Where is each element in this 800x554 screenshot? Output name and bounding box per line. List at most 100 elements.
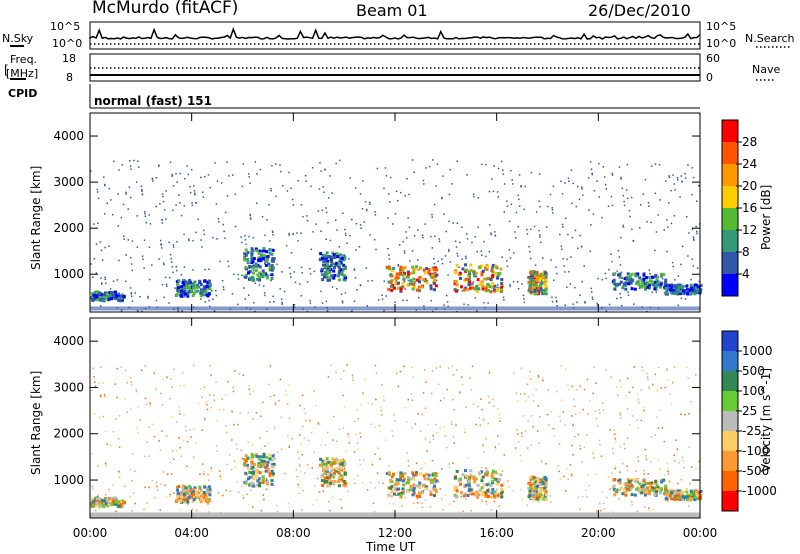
power-speckle — [474, 297, 477, 299]
power-echo-cell — [270, 273, 274, 277]
velocity-echo-cell — [106, 502, 110, 506]
velocity-speckle — [619, 471, 621, 474]
power-echo-cell — [495, 276, 499, 280]
power-speckle — [690, 278, 692, 281]
velocity-speckle — [162, 378, 164, 380]
velocity-speckle — [100, 366, 102, 369]
power-echo-cell — [642, 277, 646, 281]
power-echo-cell — [104, 296, 108, 300]
nsearch-bottom-tick: 10^0 — [706, 37, 737, 50]
velocity-speckle — [170, 378, 172, 380]
velocity-speckle — [436, 432, 438, 434]
velocity-echo-cell — [412, 476, 416, 480]
velocity-speckle — [624, 447, 626, 450]
velocity-speckle — [362, 392, 364, 394]
power-echo-cell — [500, 289, 504, 293]
power-speckle — [610, 253, 612, 255]
velocity-echo-cell — [539, 482, 543, 486]
power-echo-cell — [535, 270, 539, 274]
power-speckle — [99, 241, 102, 243]
velocity-echo-cell — [399, 471, 403, 475]
velocity-echo-cell — [97, 500, 101, 504]
velocity-speckle — [186, 441, 189, 443]
velocity-echo-cell — [499, 473, 503, 477]
power-speckle — [589, 250, 592, 252]
velocity-speckle — [517, 433, 519, 435]
velocity-speckle — [297, 483, 300, 486]
velocity-speckle — [310, 431, 313, 434]
power-speckle — [207, 174, 210, 176]
power-echo-cell — [113, 290, 117, 294]
velocity-speckle — [585, 495, 588, 498]
power-speckle — [342, 212, 344, 214]
power-speckle — [647, 202, 650, 204]
velocity-speckle — [431, 370, 434, 372]
power-echo-cell — [634, 274, 638, 278]
velocity-echo-cell — [98, 502, 102, 506]
velocity-echo-cell — [529, 476, 533, 480]
power-echo-cell — [500, 285, 504, 289]
time-tick-label: 08:00 — [276, 526, 311, 540]
velocity-speckle — [555, 390, 558, 393]
velocity-echo-cell — [694, 489, 698, 493]
velocity-speckle — [540, 460, 543, 462]
power-echo-cell — [621, 286, 625, 290]
power-speckle — [389, 201, 391, 203]
velocity-speckle — [612, 511, 614, 514]
velocity-echo-cell — [344, 481, 348, 485]
power-echo-cell — [254, 247, 258, 251]
velocity-speckle — [205, 401, 208, 403]
power-speckle — [518, 174, 521, 176]
velocity-speckle — [98, 507, 101, 509]
power-speckle — [300, 295, 303, 297]
velocity-speckle — [439, 399, 442, 402]
velocity-echo-cell — [246, 456, 250, 460]
velocity-echo-cell — [487, 494, 491, 498]
velocity-speckle — [94, 413, 96, 415]
power-echo-cell — [258, 265, 262, 269]
power-speckle — [359, 224, 362, 226]
power-echo-cell — [418, 275, 422, 279]
power-echo-cell — [629, 281, 633, 285]
velocity-speckle — [199, 473, 201, 476]
velocity-speckle — [416, 497, 418, 499]
power-speckle — [234, 193, 237, 196]
power-speckle — [130, 293, 133, 295]
power-echo-cell — [655, 284, 659, 288]
power-echo-cell — [458, 271, 462, 275]
velocity-speckle — [417, 413, 419, 415]
power-speckle — [483, 301, 485, 304]
velocity-speckle — [414, 479, 416, 481]
velocity-echo-cell — [185, 491, 189, 495]
power-echo-cell — [321, 256, 325, 260]
velocity-echo-cell — [261, 459, 265, 463]
time-tick-label: 00:00 — [683, 526, 718, 540]
power-speckle — [373, 238, 376, 241]
velocity-speckle — [538, 501, 540, 504]
velocity-speckle — [164, 484, 166, 487]
power-speckle — [358, 246, 361, 248]
power-echo-cell — [107, 297, 111, 301]
power-speckle — [195, 201, 197, 204]
power-speckle — [296, 232, 298, 234]
velocity-speckle — [548, 424, 550, 426]
velocity-speckle — [144, 486, 146, 489]
power-speckle — [365, 267, 368, 269]
power-speckle — [353, 268, 356, 270]
power-echo-cell — [412, 285, 416, 289]
velocity-speckle — [278, 399, 280, 402]
power-echo-cell — [538, 284, 542, 288]
power-echo-cell — [320, 269, 324, 273]
velocity-echo-cell — [454, 495, 458, 499]
power-speckle — [598, 196, 601, 198]
power-echo-cell — [338, 256, 342, 260]
power-speckle — [596, 180, 598, 182]
velocity-speckle — [102, 415, 105, 418]
velocity-speckle — [516, 429, 519, 431]
velocity-speckle — [347, 435, 350, 437]
velocity-speckle — [225, 489, 228, 492]
power-speckle — [581, 188, 583, 190]
velocity-speckle — [614, 467, 617, 470]
power-speckle — [129, 160, 131, 162]
